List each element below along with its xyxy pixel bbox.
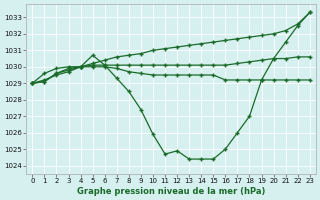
X-axis label: Graphe pression niveau de la mer (hPa): Graphe pression niveau de la mer (hPa) [77, 187, 265, 196]
